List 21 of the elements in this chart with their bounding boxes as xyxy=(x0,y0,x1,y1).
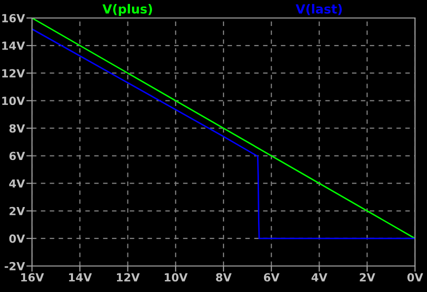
y-tick-label: 8V xyxy=(9,124,25,133)
y-tick-label: 16V xyxy=(2,14,25,22)
x-tick-label: 6V xyxy=(264,273,280,282)
y-tick-label: 2V xyxy=(10,206,25,216)
y-tick-label: 10V xyxy=(2,96,25,106)
x-tick-label: 14V xyxy=(69,273,92,282)
text: V(last) xyxy=(296,4,342,16)
x-tick-label: 0V xyxy=(407,273,424,282)
y-tick-label: 0V xyxy=(9,234,25,243)
text: V(plus) xyxy=(102,4,152,16)
x-tick-label: 10V xyxy=(164,273,188,282)
x-tick-label: 16V xyxy=(21,273,44,282)
x-tick-label: 8V xyxy=(216,273,232,282)
y-tick-label: 12V xyxy=(2,69,25,78)
y-tick-label: 4V xyxy=(9,179,25,188)
x-tick-label: 12V xyxy=(116,273,140,282)
y-tick-label: 14V xyxy=(2,42,25,50)
y-tick-label: 6V xyxy=(9,152,25,160)
x-tick-label: 4V xyxy=(312,273,328,282)
y-tick-label: -2V xyxy=(4,262,25,270)
x-tick-label: 2V xyxy=(360,273,376,282)
